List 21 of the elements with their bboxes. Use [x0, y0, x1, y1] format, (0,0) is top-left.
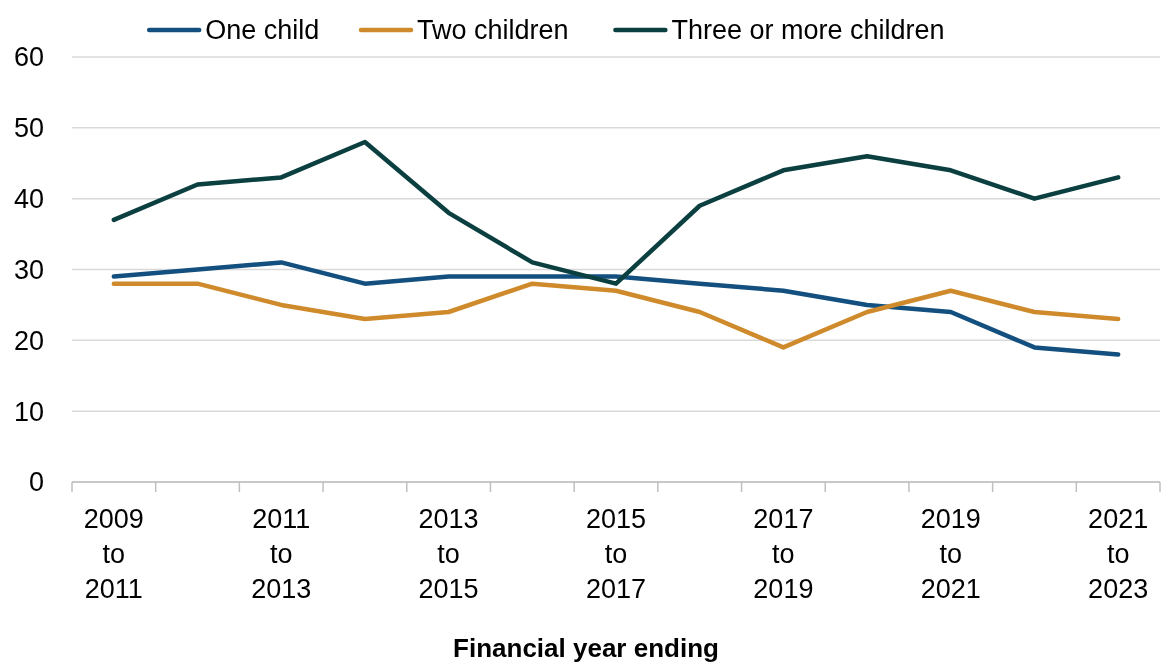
- x-tick-label: 2015 to 2017: [585, 504, 647, 604]
- y-tick-label: 20: [13, 325, 44, 356]
- y-tick-label: 0: [28, 467, 44, 498]
- x-tick-label: 2009 to 2011: [83, 504, 144, 604]
- x-tick-label: 2019 to 2021: [920, 504, 981, 604]
- x-tick-label: 2021 to 2023: [1088, 504, 1149, 604]
- legend-label: Three or more children: [671, 15, 945, 46]
- line-series: [111, 281, 1121, 350]
- y-tick-label: 40: [13, 184, 44, 215]
- x-tick-label: 2017 to 2019: [753, 504, 814, 604]
- x-tick-label: 2011 to 2013: [251, 504, 312, 604]
- x-axis-title: Financial year ending: [453, 633, 719, 662]
- legend-label: Two children: [417, 15, 569, 46]
- line-series: [111, 260, 1121, 357]
- x-tick-label: 2013 to 2015: [418, 504, 479, 604]
- line-series: [111, 139, 1121, 286]
- y-tick-label: 50: [13, 113, 44, 144]
- y-tick-label: 10: [13, 396, 44, 427]
- y-tick-label: 30: [13, 254, 44, 285]
- y-tick-label: 60: [13, 42, 44, 73]
- legend-label: One child: [205, 15, 320, 46]
